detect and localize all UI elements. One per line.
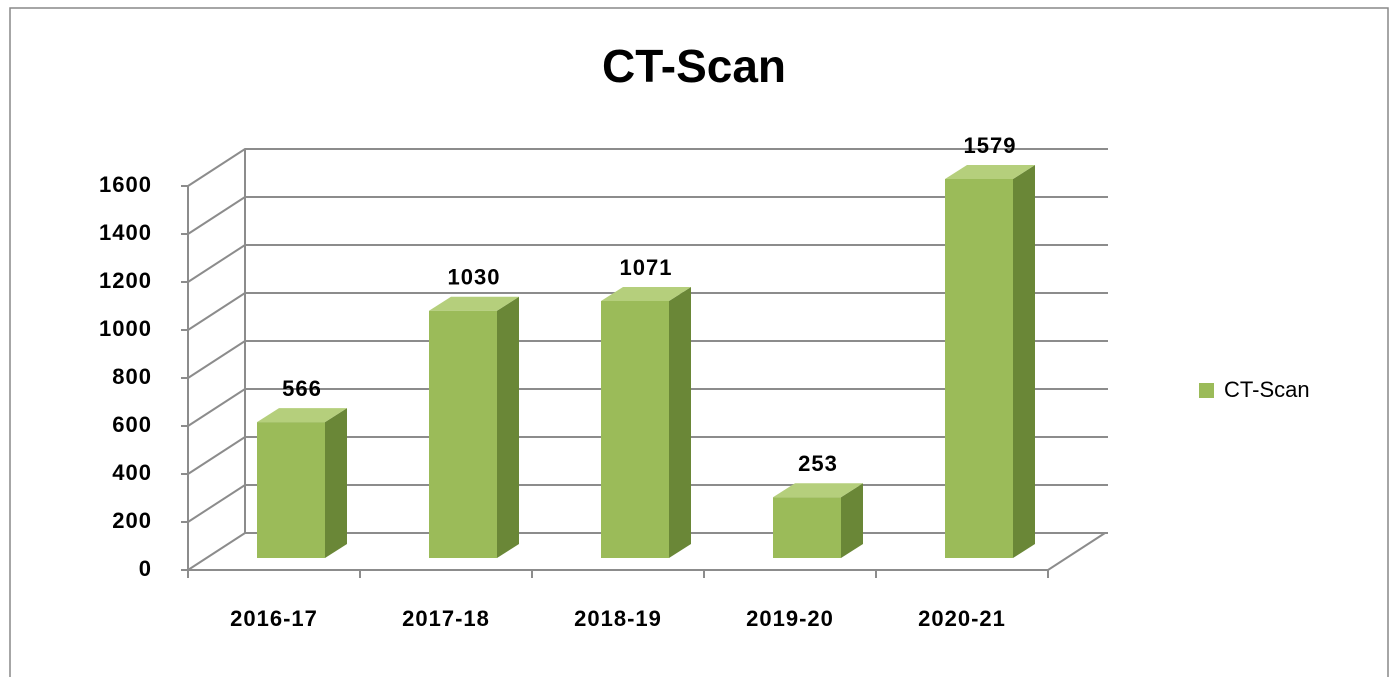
y-tick-label: 1000 <box>99 316 152 341</box>
bar <box>257 408 347 558</box>
bar <box>601 286 691 558</box>
x-tick-label: 2020-21 <box>918 606 1006 631</box>
y-tick-label: 400 <box>112 460 152 485</box>
bar <box>429 296 519 558</box>
bar-front <box>257 422 325 558</box>
bar <box>945 165 1035 559</box>
bar-side <box>497 296 519 558</box>
bar-front <box>945 179 1013 559</box>
grid-line <box>187 196 1108 235</box>
chart-title: CT-Scan <box>602 40 786 92</box>
data-label: 253 <box>798 451 838 476</box>
data-label: 1579 <box>964 133 1017 158</box>
legend-swatch <box>1199 383 1214 398</box>
grid-line <box>187 292 1108 331</box>
bar-side <box>669 286 691 558</box>
bar-top <box>601 286 691 301</box>
y-tick-label: 1400 <box>99 220 152 245</box>
legend-label: CT-Scan <box>1224 377 1310 402</box>
bar-side <box>1013 165 1035 559</box>
bar-side <box>841 483 863 558</box>
x-tick-label: 2018-19 <box>574 606 662 631</box>
bar-front <box>773 497 841 558</box>
grid-line <box>187 340 1108 379</box>
grid-line <box>187 244 1108 283</box>
y-tick-label: 800 <box>112 364 152 389</box>
bar-top <box>429 296 519 311</box>
y-tick-label: 200 <box>112 508 152 533</box>
bar-top <box>773 483 863 498</box>
data-label: 1030 <box>448 265 501 290</box>
data-label: 566 <box>282 376 322 401</box>
bar-top <box>945 165 1035 180</box>
x-tick-label: 2019-20 <box>746 606 834 631</box>
bar-front <box>601 300 669 558</box>
y-tick-label: 0 <box>139 556 152 581</box>
x-tick-label: 2016-17 <box>230 606 318 631</box>
data-label: 1071 <box>620 255 673 280</box>
bar <box>773 483 863 558</box>
bar-side <box>325 408 347 558</box>
bar-top <box>257 408 347 423</box>
grid-line <box>187 148 1108 187</box>
grid-line <box>187 388 1108 427</box>
chart-frame <box>9 7 1389 677</box>
grid-line <box>187 436 1108 475</box>
y-tick-label: 600 <box>112 412 152 437</box>
x-tick-label: 2017-18 <box>402 606 490 631</box>
y-tick-label: 1600 <box>99 172 152 197</box>
y-tick-label: 1200 <box>99 268 152 293</box>
bar-front <box>429 310 497 558</box>
